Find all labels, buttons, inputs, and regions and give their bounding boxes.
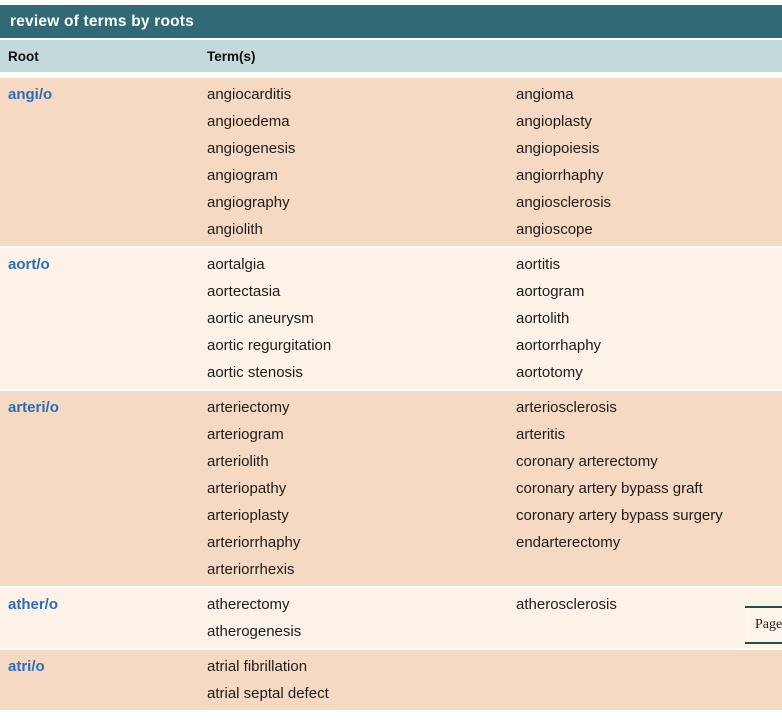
term: aortic stenosis	[207, 364, 303, 381]
term: angiopoiesis	[516, 140, 600, 157]
term: arteriectomy	[207, 399, 290, 416]
term: angiocarditis	[207, 86, 292, 103]
term: atherogenesis	[207, 623, 302, 640]
column-header-root: Root	[8, 48, 39, 64]
table-row: angi/o angiocarditis angioedema angiogenesi…	[0, 78, 782, 246]
term: aortic aneurysm	[207, 310, 314, 327]
column-header-row: Root Term(s)	[0, 40, 782, 72]
term: atrial septal defect	[207, 685, 329, 702]
root-cell: angi/o	[8, 86, 53, 103]
terms-cell-col1: arteriectomy arteriogram arteriolith arteri…	[207, 394, 516, 583]
terms-table: review of terms by roots Root Term(s) an…	[0, 5, 782, 710]
term: angiogenesis	[207, 140, 296, 157]
term: arteriosclerosis	[516, 399, 617, 416]
term: endarterectomy	[516, 534, 621, 551]
table-body: angi/o angiocarditis angioedema angiogenesi…	[0, 78, 782, 710]
term: aortectasia	[207, 283, 281, 300]
term: angioplasty	[516, 113, 592, 130]
root-cell: atri/o	[8, 658, 45, 675]
term: arteritis	[516, 426, 566, 443]
term: angioedema	[207, 113, 290, 130]
term: aortolith	[516, 310, 570, 327]
table-row: aort/o aortalgia aortectasia aortic aneurys…	[0, 248, 782, 389]
term: arterioplasty	[207, 507, 289, 524]
term: coronary artery bypass surgery	[516, 507, 723, 524]
term: angioma	[516, 86, 574, 103]
table-row: ather/o atherectomy atherogenesis atheroscl…	[0, 588, 782, 648]
terms-cell-col1: atherectomy atherogenesis	[207, 591, 516, 645]
terms-cell-col2: arteriosclerosis arteritis coronary artere…	[516, 394, 782, 583]
page-number-box: Page	[745, 606, 782, 644]
term: angiography	[207, 194, 290, 211]
terms-cell-col2: angioma angioplasty angiopoiesis angiorrhap…	[516, 81, 782, 243]
term: arteriorrhaphy	[207, 534, 301, 551]
term: aortic regurgitation	[207, 337, 332, 354]
term: angiorrhaphy	[516, 167, 604, 184]
term: aortorrhaphy	[516, 337, 602, 354]
table-row: arteri/o arteriectomy arteriogram arterioli…	[0, 391, 782, 586]
textbook-page: review of terms by roots Root Term(s) an…	[0, 5, 782, 724]
table-row: atri/o atrial fibrillation atrial septal d…	[0, 650, 782, 710]
terms-cell-col1: aortalgia aortectasia aortic aneurysm aorti…	[207, 251, 516, 386]
term: arteriolith	[207, 453, 269, 470]
term: atherosclerosis	[516, 596, 617, 613]
term: aortalgia	[207, 256, 265, 273]
terms-cell-col2	[516, 653, 782, 707]
term: atrial fibrillation	[207, 658, 308, 675]
term: angiosclerosis	[516, 194, 612, 211]
term: arteriogram	[207, 426, 284, 443]
term: aortogram	[516, 283, 585, 300]
terms-cell-col2: aortitis aortogram aortolith aortorrhaphy ao…	[516, 251, 782, 386]
term: angiolith	[207, 221, 263, 238]
root-cell: aort/o	[8, 256, 50, 273]
column-header-terms: Term(s)	[207, 48, 256, 64]
term: aortitis	[516, 256, 561, 273]
table-title-bar: review of terms by roots	[0, 5, 782, 38]
term: coronary artery bypass graft	[516, 480, 703, 497]
terms-cell-col2: atherosclerosis	[516, 591, 782, 645]
term: arteriorrhexis	[207, 561, 295, 578]
term: aortotomy	[516, 364, 583, 381]
table-title: review of terms by roots	[10, 13, 194, 30]
root-cell: arteri/o	[8, 399, 59, 416]
terms-cell-col1: angiocarditis angioedema angiogenesis angio…	[207, 81, 516, 243]
page-label: Page	[755, 617, 782, 632]
root-cell: ather/o	[8, 596, 59, 613]
term: atherectomy	[207, 596, 290, 613]
terms-cell-col1: atrial fibrillation atrial septal defect	[207, 653, 516, 707]
term: coronary arterectomy	[516, 453, 658, 470]
term: angioscope	[516, 221, 593, 238]
term: arteriopathy	[207, 480, 287, 497]
term: angiogram	[207, 167, 278, 184]
